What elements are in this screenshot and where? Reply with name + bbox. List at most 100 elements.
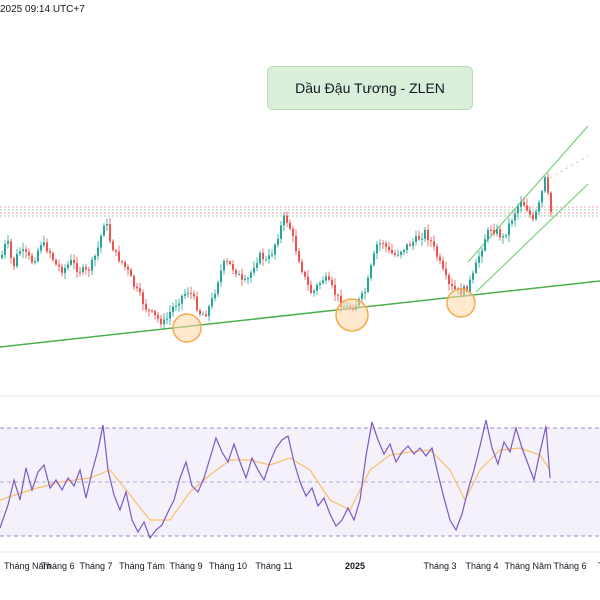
candle-body (265, 259, 267, 261)
x-tick-label: Tháng 6 (41, 561, 74, 571)
candle-body (103, 225, 105, 236)
candle-body (94, 255, 96, 260)
candle-body (502, 235, 504, 238)
candle-body (187, 292, 189, 294)
candle-body (382, 243, 384, 245)
candle-body (310, 284, 312, 293)
candle-body (322, 280, 324, 284)
candle-body (82, 267, 84, 273)
chart-title-box: Dầu Đậu Tương - ZLEN (267, 66, 473, 110)
candle-body (13, 257, 15, 267)
candle-body (517, 206, 519, 214)
rsi-panel (0, 395, 600, 540)
candle-body (298, 251, 300, 262)
candle-body (139, 288, 141, 293)
candle-body (307, 276, 309, 285)
candle-body (454, 285, 456, 290)
candle-body (154, 310, 156, 316)
candle-body (34, 261, 36, 263)
candle-body (385, 243, 387, 247)
candle-body (43, 242, 45, 246)
candle-body (412, 241, 414, 246)
candle-body (112, 241, 114, 251)
candle-body (214, 293, 216, 299)
candle-body (469, 279, 471, 292)
candle-body (379, 243, 381, 245)
candle-body (172, 306, 174, 312)
candle-body (436, 246, 438, 257)
candle-body (466, 286, 468, 292)
candle-body (91, 259, 93, 271)
candle-body (451, 283, 453, 286)
candle-body (445, 268, 447, 276)
x-tick-label: Tháng 3 (423, 561, 456, 571)
candle-body (334, 285, 336, 295)
candle-body (418, 236, 420, 240)
candle-body (175, 305, 177, 307)
candle-body (235, 269, 237, 275)
candle-body (178, 303, 180, 306)
candle-body (130, 269, 132, 276)
candle-body (274, 244, 276, 255)
candle-body (478, 256, 480, 263)
candle-body (361, 293, 363, 299)
candle-body (7, 241, 9, 244)
candle-body (151, 310, 153, 312)
candle-body (490, 230, 492, 232)
candle-body (277, 238, 279, 245)
support-markers (172, 288, 476, 343)
candle-body (319, 283, 321, 285)
candle-body (529, 210, 531, 215)
candle-body (406, 244, 408, 251)
candle-body (367, 277, 369, 292)
candle-body (100, 235, 102, 248)
candle-body (397, 254, 399, 256)
candle-body (280, 225, 282, 239)
candle-body (511, 220, 513, 224)
candle-body (205, 314, 207, 317)
x-tick-label: Tháng 11 (255, 561, 292, 571)
candle-body (472, 272, 474, 280)
x-tick-label: 2025 (345, 561, 365, 571)
candle-body (427, 229, 429, 241)
candle-body (22, 249, 24, 252)
x-tick-label: Tháng Tám (119, 561, 165, 571)
candle-body (40, 245, 42, 251)
candle-body (487, 230, 489, 240)
candle-body (316, 284, 318, 291)
candle-body (253, 267, 255, 273)
candle-body (508, 223, 510, 236)
candle-body (532, 214, 534, 220)
candle-body (64, 267, 66, 273)
candle-body (190, 292, 192, 294)
timestamp: 2025 09:14 UTC+7 (0, 4, 85, 15)
candle-body (160, 318, 162, 325)
candle-body (97, 247, 99, 256)
candle-body (106, 224, 108, 226)
x-tick-label: Tháng 6 (553, 561, 586, 571)
candle-body (547, 177, 549, 193)
candle-body (523, 202, 525, 206)
candle-body (505, 235, 507, 237)
candle-body (118, 251, 120, 262)
candle-body (289, 222, 291, 229)
candle-body (475, 262, 477, 273)
candle-body (313, 290, 315, 293)
candle-body (391, 250, 393, 254)
candle-body (259, 252, 261, 264)
candle-body (340, 295, 342, 308)
candle-body (211, 298, 213, 307)
candle-body (364, 291, 366, 294)
candle-body (163, 319, 165, 325)
candle-body (499, 229, 501, 238)
candle-body (433, 241, 435, 247)
resistance-zone (0, 206, 600, 217)
candle-body (430, 240, 432, 242)
candle-body (199, 310, 201, 315)
candle-body (25, 249, 27, 252)
candle-body (73, 259, 75, 264)
candle-body (184, 293, 186, 296)
candle-body (28, 251, 30, 256)
